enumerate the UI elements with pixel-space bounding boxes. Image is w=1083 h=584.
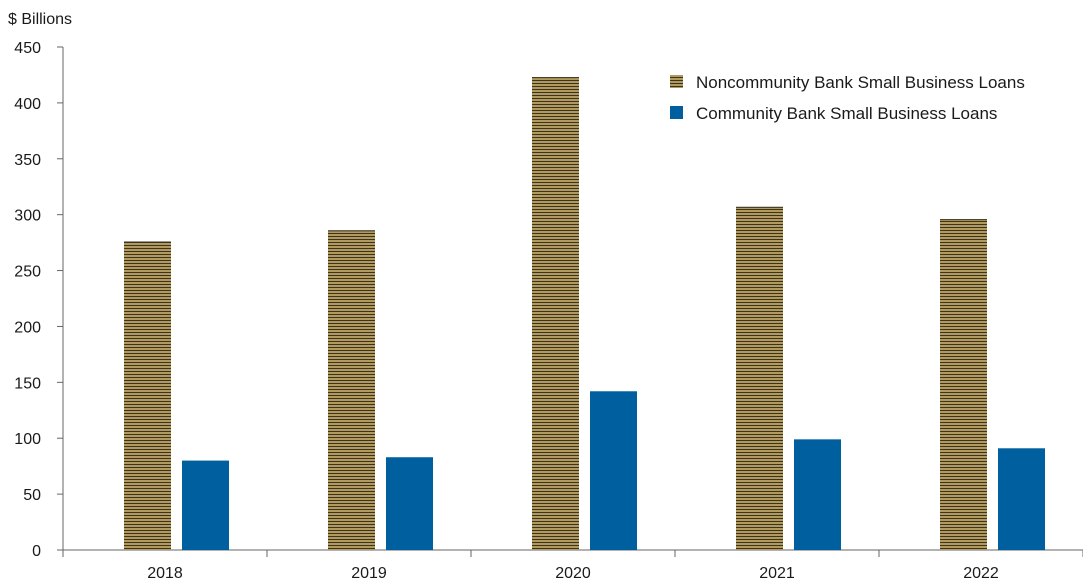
bar-noncommunity	[328, 230, 375, 550]
y-tick-label: 100	[14, 431, 41, 448]
x-tick-label: 2019	[351, 565, 387, 582]
x-tick-label: 2018	[147, 565, 183, 582]
bar-noncommunity	[124, 241, 171, 550]
bar-community	[998, 448, 1045, 550]
y-tick-label: 50	[23, 487, 41, 504]
x-tick-labels: 2018 2019 2020 2021 2022	[147, 565, 999, 582]
y-tick-label: 400	[14, 96, 41, 113]
y-tick-label: 350	[14, 152, 41, 169]
legend-swatch-community	[670, 106, 683, 119]
bar-community	[590, 391, 637, 550]
y-tick-label: 300	[14, 208, 41, 225]
y-tick-label: 250	[14, 264, 41, 281]
y-tick-label: 200	[14, 319, 41, 336]
legend: Noncommunity Bank Small Business Loans Co…	[670, 73, 1025, 123]
bar-noncommunity	[940, 219, 987, 551]
bars	[124, 77, 1045, 551]
x-tick-label: 2021	[759, 565, 795, 582]
y-tick-labels: 0 50 100 150 200 250 300 350 400 450	[14, 40, 41, 560]
legend-swatch-noncommunity	[670, 75, 683, 88]
bar-noncommunity	[532, 77, 579, 551]
legend-label: Community Bank Small Business Loans	[696, 104, 997, 123]
x-tick-label: 2020	[555, 565, 591, 582]
y-axis-unit-label: $ Billions	[8, 11, 72, 28]
x-tick-label: 2022	[963, 565, 999, 582]
bar-community	[794, 439, 841, 550]
bar-noncommunity	[736, 206, 783, 550]
bar-community	[182, 460, 229, 550]
bar-community	[386, 457, 433, 550]
legend-label: Noncommunity Bank Small Business Loans	[696, 73, 1025, 92]
y-tick-label: 0	[32, 543, 41, 560]
y-tick-label: 450	[14, 40, 41, 57]
y-tick-label: 150	[14, 375, 41, 392]
